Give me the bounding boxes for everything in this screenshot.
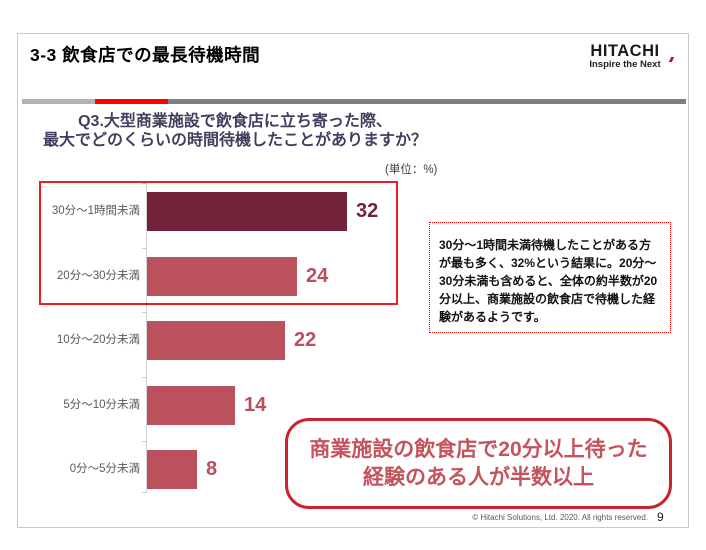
survey-question-line2: 最大でどのくらいの時間待機したことがありますか？ <box>42 132 427 149</box>
axis-tick <box>142 441 147 442</box>
bar-row: 10分～20分未満 22 <box>0 321 690 360</box>
category-label: 5分～10分未満 <box>63 399 140 411</box>
bar <box>147 321 285 360</box>
bar-row: 5分～10分未満 14 <box>0 386 690 425</box>
bar-row: 0分～5分未満 8 <box>0 450 690 489</box>
logo-red-accent-icon <box>668 57 675 62</box>
bar <box>147 386 235 425</box>
category-label: 30分～1時間未満 <box>51 205 140 217</box>
bar-row: 30分～1時間未満 32 <box>0 192 690 231</box>
header-divider <box>22 99 686 104</box>
chart-axis-line <box>146 183 147 492</box>
hitachi-logo: HITACHI Inspire the Next <box>575 43 675 70</box>
page-title: 3-3 飲食店での最長待機時間 <box>30 45 261 65</box>
annotation-box: 30分～1時間未満待機したことがある方が最も多く、32%という結果に。20分～3… <box>429 222 671 333</box>
category-label: 20分～30分未満 <box>56 270 140 282</box>
axis-tick <box>142 183 147 184</box>
divider-segment-dark <box>168 99 686 104</box>
bar-value-label: 8 <box>206 458 218 480</box>
hitachi-logo-word: HITACHI <box>590 42 660 60</box>
copyright-notice: © Hitachi Solutions, Ltd. 2020. All righ… <box>472 513 648 522</box>
hitachi-tagline-text: Inspire the Next <box>589 59 661 70</box>
conclusion-line2: 経験のある人が半数以上 <box>363 465 594 489</box>
bar <box>147 450 197 489</box>
bar-chart: 30分～1時間未満 32 20分～30分未満 24 10分～20分未満 22 5分～10分未… <box>0 183 706 495</box>
bar <box>147 192 347 231</box>
survey-question-line1: Q3.大型商業施設で飲食店に立ち寄った際、 <box>78 113 392 130</box>
divider-segment-light <box>22 99 95 104</box>
conclusion-callout: 商業施設の飲食店で20分以上待った 経験のある人が半数以上 <box>285 418 672 509</box>
bar-value-label: 32 <box>356 200 379 222</box>
unit-label: (単位：%) <box>385 164 438 176</box>
divider-segment-red <box>95 99 168 104</box>
conclusion-line1: 商業施設の飲食店で20分以上待った <box>309 437 648 461</box>
category-label: 0分～5分未満 <box>69 463 140 475</box>
hitachi-logo-tagline: Inspire the Next <box>575 57 675 70</box>
axis-tick <box>142 248 147 249</box>
bar <box>147 257 297 296</box>
bar-value-label: 14 <box>244 394 267 416</box>
bar-row: 20分～30分未満 24 <box>0 257 690 296</box>
axis-tick <box>142 377 147 378</box>
category-label: 10分～20分未満 <box>56 334 140 346</box>
bar-value-label: 22 <box>294 329 317 351</box>
axis-tick <box>142 492 147 493</box>
page-number: 9 <box>657 510 664 524</box>
survey-question: Q3.大型商業施設で飲食店に立ち寄った際、 最大でどのくらいの時間待機したことが… <box>20 112 450 150</box>
axis-tick <box>142 312 147 313</box>
bar-value-label: 24 <box>306 265 329 287</box>
